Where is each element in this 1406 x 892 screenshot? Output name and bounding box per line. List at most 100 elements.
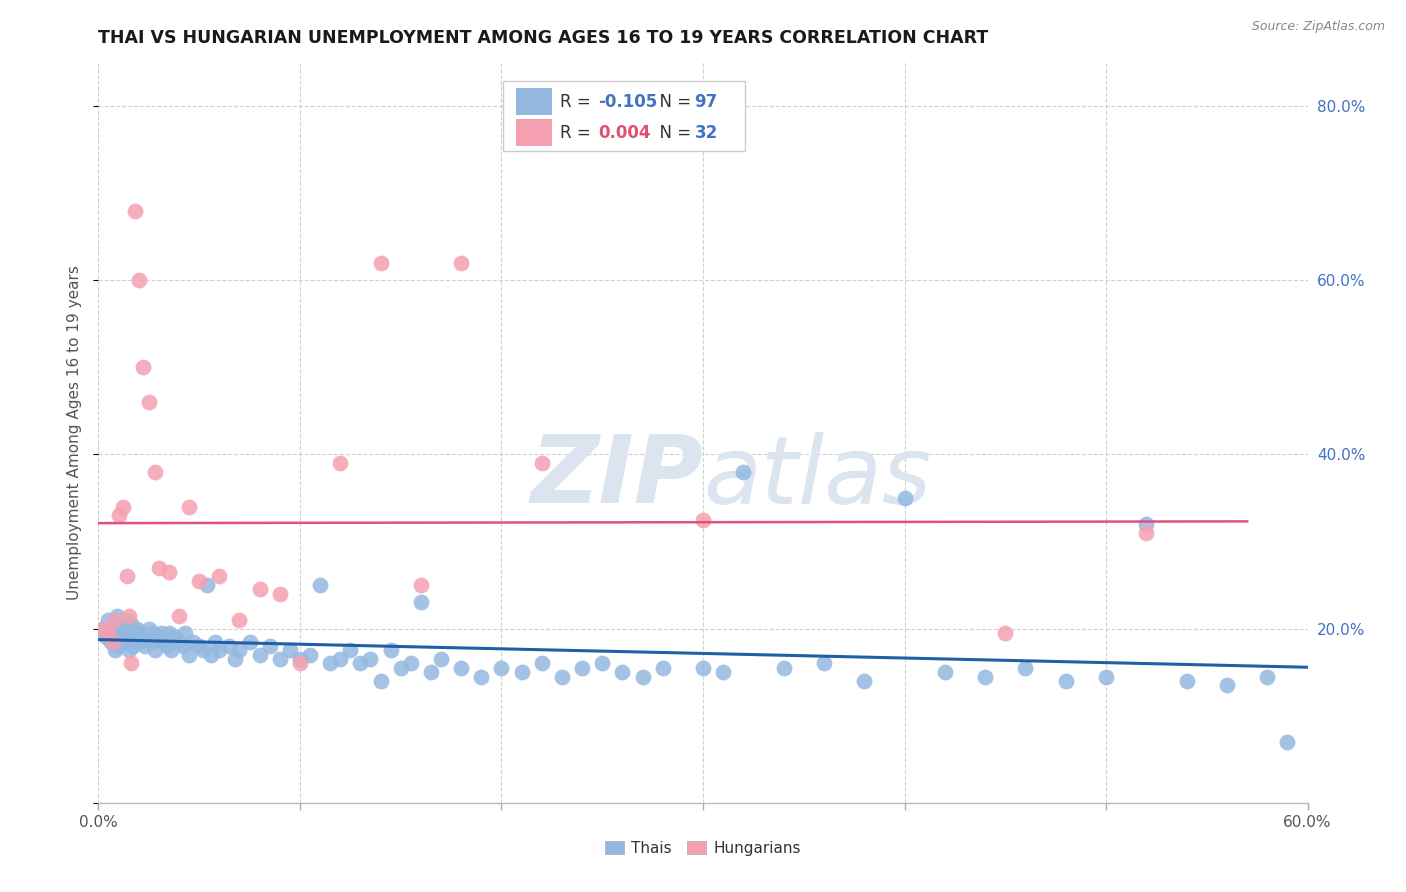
Point — [530, 657, 553, 671]
Point — [409, 578, 432, 592]
Point — [152, 634, 174, 648]
Point — [148, 560, 170, 574]
Point — [329, 456, 352, 470]
Point — [181, 634, 204, 648]
Point — [339, 643, 361, 657]
Point — [200, 648, 222, 662]
Point — [1175, 673, 1198, 688]
Text: THAI VS HUNGARIAN UNEMPLOYMENT AMONG AGES 16 TO 19 YEARS CORRELATION CHART: THAI VS HUNGARIAN UNEMPLOYMENT AMONG AGE… — [98, 29, 988, 47]
Point — [160, 643, 183, 657]
Point — [118, 626, 141, 640]
Text: 0.004: 0.004 — [598, 124, 651, 142]
Point — [167, 634, 190, 648]
Point — [389, 661, 412, 675]
Point — [188, 574, 211, 588]
Point — [893, 491, 915, 505]
Point — [103, 643, 125, 657]
Point — [1135, 517, 1157, 532]
Text: R =: R = — [561, 93, 596, 111]
Point — [360, 652, 382, 666]
Point — [172, 639, 194, 653]
Point — [288, 657, 311, 671]
FancyBboxPatch shape — [516, 88, 551, 115]
Point — [149, 626, 172, 640]
Point — [115, 613, 138, 627]
Point — [692, 661, 714, 675]
Point — [121, 639, 143, 653]
Point — [105, 608, 128, 623]
Point — [772, 661, 794, 675]
Point — [228, 613, 250, 627]
FancyBboxPatch shape — [503, 81, 745, 152]
Point — [204, 634, 226, 648]
Point — [124, 203, 146, 218]
Point — [156, 639, 179, 653]
Point — [319, 657, 342, 671]
Point — [224, 652, 246, 666]
Point — [692, 513, 714, 527]
Point — [994, 626, 1017, 640]
Point — [288, 652, 311, 666]
Point — [193, 643, 215, 657]
Point — [105, 639, 128, 653]
Text: R =: R = — [561, 124, 596, 142]
Point — [278, 643, 301, 657]
Point — [195, 578, 218, 592]
Point — [139, 634, 162, 648]
Point — [309, 578, 332, 592]
Point — [974, 669, 997, 683]
Point — [97, 613, 120, 627]
Point — [107, 508, 129, 523]
Point — [91, 622, 114, 636]
Point — [934, 665, 956, 680]
Point — [711, 665, 734, 680]
Point — [370, 673, 392, 688]
Point — [142, 626, 165, 640]
Point — [813, 657, 835, 671]
Point — [143, 643, 166, 657]
Point — [208, 643, 231, 657]
Point — [259, 639, 281, 653]
Point — [1135, 525, 1157, 540]
Point — [179, 648, 201, 662]
Point — [651, 661, 673, 675]
FancyBboxPatch shape — [516, 120, 551, 146]
Point — [118, 643, 141, 657]
Point — [143, 465, 166, 479]
Point — [110, 622, 132, 636]
Point — [132, 630, 155, 644]
Point — [103, 613, 125, 627]
Point — [111, 500, 134, 514]
Point — [138, 395, 160, 409]
Point — [101, 626, 124, 640]
Text: -0.105: -0.105 — [598, 93, 657, 111]
Point — [128, 634, 150, 648]
Point — [329, 652, 352, 666]
Point — [93, 622, 115, 636]
Y-axis label: Unemployment Among Ages 16 to 19 years: Unemployment Among Ages 16 to 19 years — [67, 265, 83, 600]
Point — [157, 626, 180, 640]
Point — [530, 456, 553, 470]
Text: 32: 32 — [695, 124, 718, 142]
Point — [120, 617, 142, 632]
Point — [148, 630, 170, 644]
Point — [218, 639, 240, 653]
Point — [125, 622, 148, 636]
Point — [420, 665, 443, 680]
Point — [591, 657, 613, 671]
Point — [269, 587, 291, 601]
Legend: Thais, Hungarians: Thais, Hungarians — [599, 835, 807, 862]
Point — [1014, 661, 1036, 675]
Point — [1095, 669, 1118, 683]
Point — [269, 652, 291, 666]
Text: ZIP: ZIP — [530, 431, 703, 523]
Point — [111, 634, 134, 648]
Point — [107, 626, 129, 640]
Point — [450, 661, 472, 675]
Point — [115, 569, 138, 583]
Point — [470, 669, 492, 683]
Text: atlas: atlas — [703, 432, 931, 523]
Point — [299, 648, 322, 662]
Point — [118, 608, 141, 623]
Point — [409, 595, 432, 609]
